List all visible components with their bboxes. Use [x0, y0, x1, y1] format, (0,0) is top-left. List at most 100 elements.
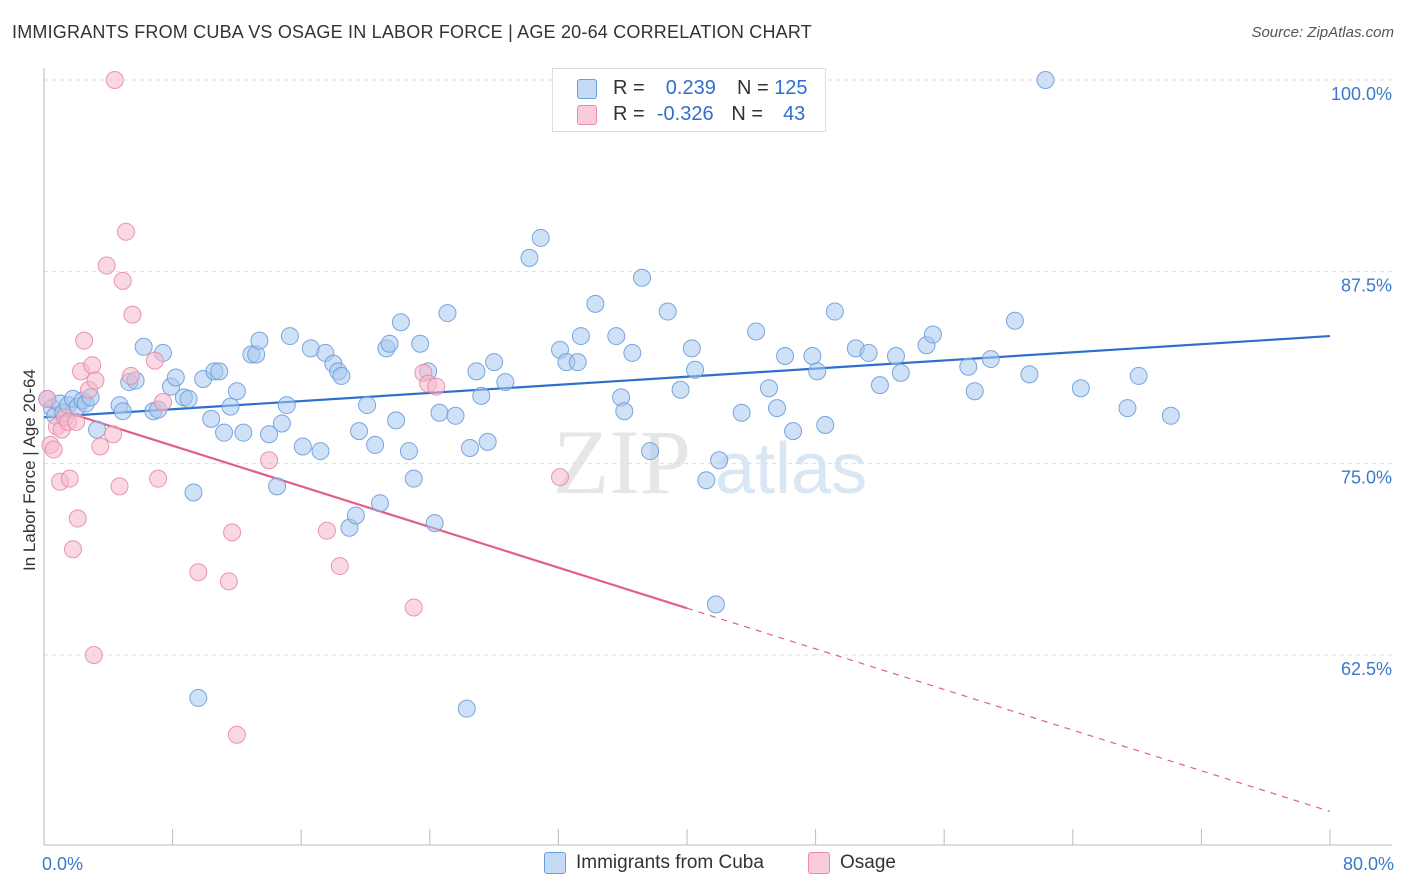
cuba-point: [747, 322, 766, 341]
legend-n-value: 125: [774, 77, 808, 99]
osage-point: [68, 509, 87, 528]
cuba-point: [965, 382, 984, 401]
legend-r-label: R =: [613, 103, 645, 125]
cuba-point: [706, 595, 725, 614]
osage-point: [84, 646, 103, 664]
cuba-point: [1005, 311, 1024, 330]
osage-point: [223, 523, 242, 542]
cuba-point: [293, 437, 312, 456]
osage-point: [330, 557, 349, 576]
osage-trend-line: [43, 404, 688, 610]
cuba-point: [568, 353, 587, 372]
cuba-point: [571, 327, 590, 346]
cuba-point: [658, 302, 677, 321]
osage-point: [83, 356, 102, 375]
cuba-point: [460, 439, 479, 457]
cuba-point: [399, 442, 418, 461]
cuba-point: [768, 399, 787, 418]
osage-point: [110, 477, 129, 496]
cuba-point: [520, 248, 539, 267]
cuba-point: [784, 422, 803, 441]
cuba-point: [438, 304, 457, 323]
legend-r-value: 0.239: [665, 77, 716, 99]
legend-swatch-cuba: [544, 852, 566, 874]
cuba-point: [697, 471, 716, 490]
osage-point: [75, 331, 94, 350]
osage-point: [317, 521, 336, 540]
cuba-point: [859, 343, 878, 362]
cuba-point: [280, 327, 299, 346]
cuba-point: [886, 347, 905, 365]
cuba-point: [221, 397, 240, 416]
osage-point: [97, 256, 116, 275]
source-credit: Source: ZipAtlas.com: [1251, 24, 1394, 41]
grid-lines: [44, 79, 1392, 656]
legend-swatch-cuba: [577, 79, 597, 99]
cuba-point: [202, 409, 221, 428]
osage-point: [38, 389, 57, 408]
cuba-point: [671, 380, 690, 399]
cuba-point: [366, 435, 385, 454]
legend-n-value: 43: [783, 103, 806, 125]
cuba-point: [134, 337, 153, 356]
cuba-point: [816, 416, 835, 434]
legend-swatch-osage: [577, 105, 597, 125]
cuba-point: [623, 343, 642, 362]
watermark-zip: ZIP: [553, 411, 691, 513]
osage-point: [427, 377, 446, 396]
stats-legend: R = 0.239 N = 125 R = -0.326 N = 43: [552, 68, 826, 132]
cuba-point: [277, 396, 296, 415]
cuba-point: [311, 442, 330, 461]
cuba-point: [457, 699, 476, 718]
cuba-point: [234, 423, 253, 442]
cuba-point: [615, 402, 634, 421]
y-tick-label: 75.0%: [1341, 467, 1392, 487]
y-tick-label: 62.5%: [1341, 659, 1392, 679]
cuba-point: [472, 386, 491, 405]
cuba-point: [268, 477, 287, 496]
cuba-point: [391, 313, 410, 332]
cuba-point: [496, 373, 515, 392]
osage-point: [105, 71, 124, 89]
cuba-point: [607, 327, 626, 346]
osage-point: [189, 563, 208, 582]
cuba-point: [478, 432, 497, 451]
osage-point: [104, 425, 123, 444]
osage-point: [551, 468, 570, 487]
cuba-point: [227, 382, 246, 401]
cuba-point: [380, 334, 399, 353]
osage-point: [113, 271, 132, 290]
cuba-point: [776, 347, 795, 365]
osage-point: [116, 222, 135, 241]
cuba-point: [446, 406, 465, 425]
osage-point: [121, 366, 140, 385]
x-tick-label: 80.0%: [1343, 854, 1394, 874]
cuba-point: [189, 688, 208, 707]
osage-point: [86, 371, 105, 390]
tick-labels: 62.5% 75.0% 87.5% 100.0% 0.0% 80.0%: [42, 84, 1394, 874]
cuba-point: [1020, 365, 1039, 384]
cuba-point: [430, 403, 449, 422]
cuba-point: [485, 353, 504, 372]
chart-title: IMMIGRANTS FROM CUBA VS OSAGE IN LABOR F…: [12, 22, 812, 42]
cuba-point: [981, 350, 1000, 369]
axes: [43, 68, 1392, 846]
osage-point: [404, 598, 423, 617]
cuba-point: [404, 469, 423, 488]
trend-lines: [43, 334, 1331, 812]
osage-point: [91, 437, 110, 456]
cuba-point: [1129, 366, 1148, 385]
legend-n-label: N =: [731, 103, 764, 125]
cuba-point: [959, 357, 978, 376]
cuba-point: [113, 402, 132, 421]
cuba-point: [250, 331, 269, 350]
legend-swatch-osage: [808, 852, 830, 874]
cuba-point: [215, 423, 234, 442]
cuba-point: [891, 363, 910, 382]
cuba-point: [210, 362, 229, 381]
cuba-trend-line: [43, 334, 1331, 419]
x-tick-label: 0.0%: [42, 854, 83, 874]
legend-r-label: R =: [613, 77, 645, 99]
legend-r-value: -0.326: [656, 103, 714, 125]
